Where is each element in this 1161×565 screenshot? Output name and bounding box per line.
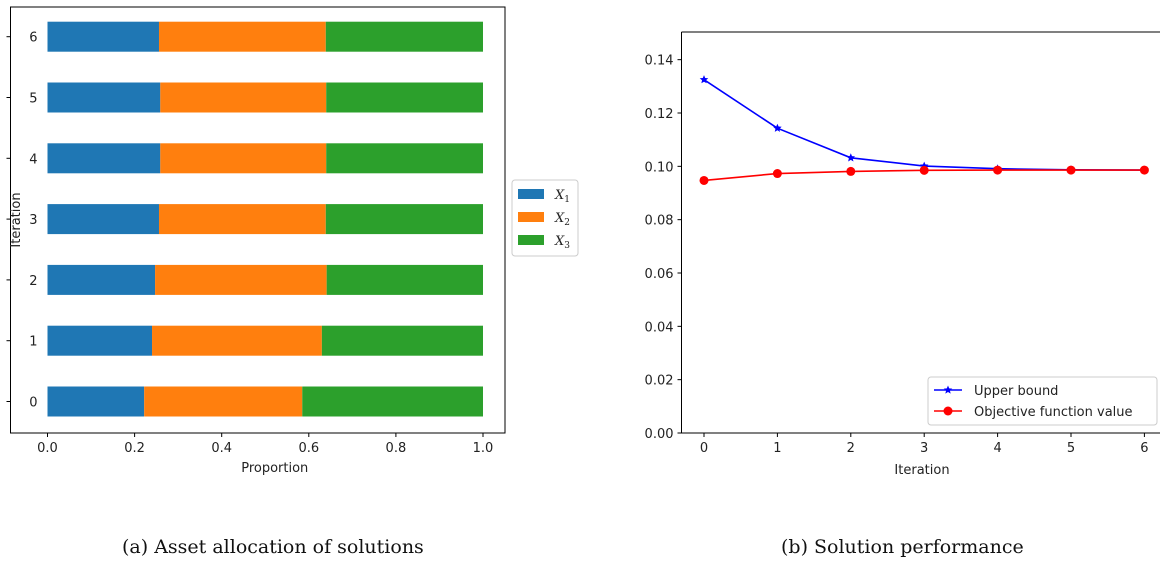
legend-label-0: Upper bound [974, 384, 1058, 399]
bar-x3-iter-1 [321, 325, 483, 356]
chart-solution-performance: 0.00 0.02 0.04 0.06 0.08 0.10 0.12 0.14 0 1 2 3 4 5 6 I… [645, 31, 1160, 478]
y-tick-label-b: 0.08 [645, 214, 674, 229]
bar-x1-iter-5 [47, 82, 161, 113]
legend-label-subscript: 2 [564, 218, 570, 228]
bar-x3-iter-6 [325, 21, 483, 52]
legend-swatch-x1 [518, 189, 544, 199]
legend-label-base: X [554, 188, 565, 203]
x-tick-label-a: 0.2 [124, 441, 145, 456]
point-upper-bound [846, 153, 856, 162]
legend-label-x1: X1 [554, 188, 570, 205]
x-tick-label-b: 1 [773, 441, 781, 456]
y-tick-label-a: 5 [29, 92, 37, 107]
caption-b: (b) Solution performance [781, 536, 1024, 558]
bar-x2-iter-3 [158, 204, 326, 235]
point-objective [772, 169, 782, 179]
point-objective [1066, 165, 1076, 175]
y-tick-label-b: 0.00 [645, 427, 674, 442]
legend-label-base: X [554, 211, 565, 226]
bar-x2-iter-6 [158, 21, 326, 52]
caption-a: (a) Asset allocation of solutions [122, 536, 424, 558]
x-tick-label-a: 0.4 [211, 441, 232, 456]
point-objective [846, 166, 856, 176]
y-tick-label-b: 0.10 [645, 160, 674, 175]
y-tick-label-b: 0.02 [645, 374, 674, 389]
bar-x3-iter-0 [302, 386, 483, 417]
x-tick-label-b: 4 [993, 441, 1001, 456]
x-axis-label-b: Iteration [894, 463, 949, 478]
bar-x1-iter-4 [47, 143, 161, 174]
bar-x2-iter-1 [152, 325, 322, 356]
series-line-upper-bound [703, 79, 1145, 171]
bar-x3-iter-4 [326, 143, 483, 174]
legend-label-subscript: 3 [564, 241, 570, 251]
x-tick-label-b: 6 [1140, 441, 1148, 456]
chart-asset-allocation: 0.0 0.2 0.4 0.6 0.8 1.0 0 1 2 3 4 5 6 Proportion Itera… [6, 6, 579, 476]
point-objective [1139, 165, 1149, 175]
axes-frame-a [10, 6, 506, 434]
y-tick-label-a: 1 [29, 335, 37, 350]
bar-x3-iter-2 [326, 264, 483, 295]
legend-swatch-x2 [518, 212, 544, 222]
legend-label-base: X [554, 234, 565, 249]
point-upper-bound [773, 123, 782, 132]
x-tick-label-a: 0.8 [386, 441, 407, 456]
point-objective [699, 175, 709, 185]
legend-marker-circle [943, 406, 953, 416]
bar-x1-iter-2 [47, 264, 156, 295]
legend-label-1: Objective function value [974, 405, 1133, 420]
bar-x1-iter-0 [47, 386, 145, 417]
point-upper-bound [699, 75, 709, 84]
bar-x2-iter-2 [155, 264, 327, 295]
bar-x2-iter-5 [160, 82, 327, 113]
x-tick-label-b: 5 [1067, 441, 1075, 456]
legend-label-x3: X3 [554, 234, 570, 251]
point-objective [993, 165, 1003, 175]
bar-x2-iter-4 [160, 143, 327, 174]
y-tick-label-b: 0.06 [645, 267, 674, 282]
bar-x3-iter-3 [325, 204, 483, 235]
x-tick-label-a: 1.0 [473, 441, 494, 456]
bar-x1-iter-1 [47, 325, 153, 356]
x-tick-label-b: 2 [847, 441, 855, 456]
y-tick-label-b: 0.12 [645, 107, 674, 122]
legend-label-x2: X2 [554, 211, 570, 228]
x-tick-label-b: 3 [920, 441, 928, 456]
legend-swatch-x3 [518, 235, 544, 245]
legend-label-subscript: 1 [564, 195, 570, 205]
x-tick-label-b: 0 [700, 441, 708, 456]
y-tick-label-a: 4 [29, 152, 37, 167]
y-tick-label-a: 6 [29, 31, 37, 46]
x-tick-label-a: 0.0 [37, 441, 58, 456]
x-tick-label-a: 0.6 [298, 441, 319, 456]
bar-x1-iter-6 [47, 21, 159, 52]
y-tick-label-a: 3 [29, 213, 37, 228]
bar-x2-iter-0 [144, 386, 303, 417]
bar-x1-iter-3 [47, 204, 159, 235]
legend-b [927, 376, 1158, 426]
bar-x3-iter-5 [326, 82, 483, 113]
y-axis-label-a: Iteration [9, 192, 24, 247]
y-tick-label-b: 0.04 [645, 320, 674, 335]
point-objective [919, 165, 929, 175]
y-tick-label-a: 2 [29, 274, 37, 289]
x-axis-label-a: Proportion [241, 461, 308, 476]
y-tick-label-b: 0.14 [645, 54, 674, 69]
legend-marker-star [943, 385, 953, 394]
y-tick-label-a: 0 [29, 396, 37, 411]
